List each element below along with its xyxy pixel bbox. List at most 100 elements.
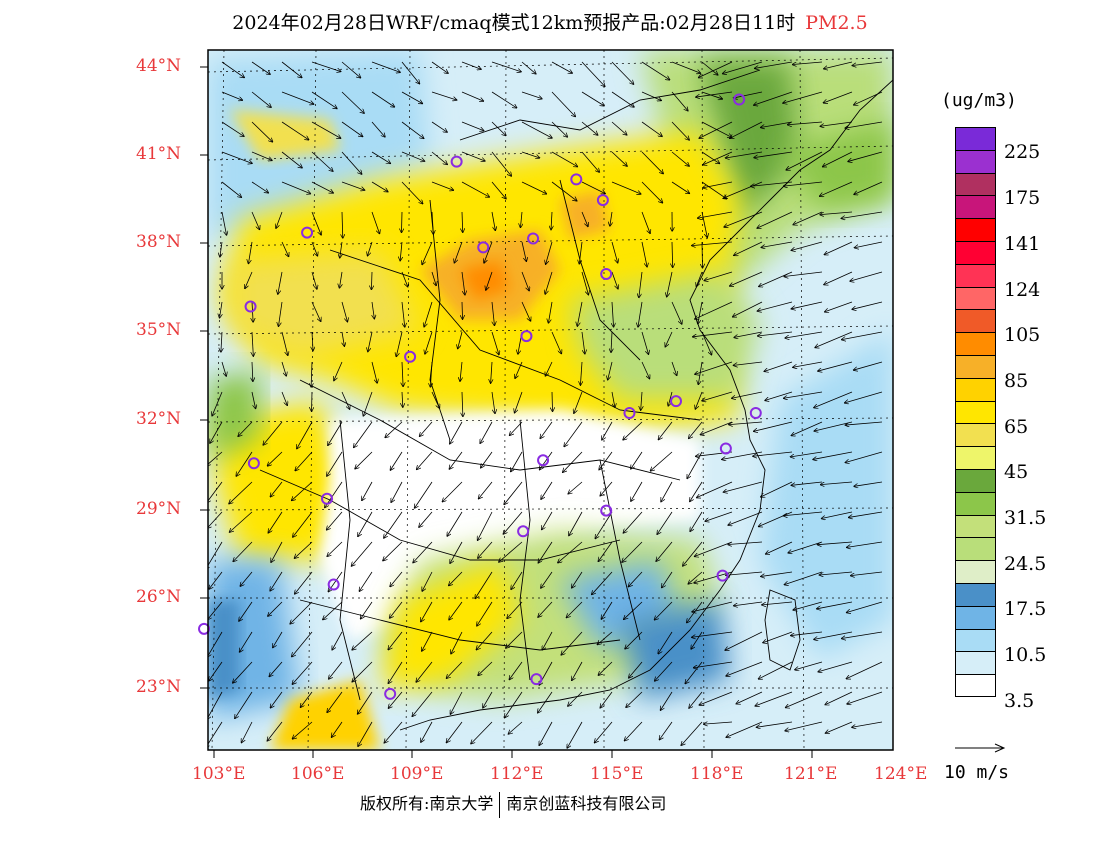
wind-arrow xyxy=(430,361,432,387)
wind-arrow xyxy=(572,571,583,588)
station-marker xyxy=(327,578,340,591)
wind-arrow xyxy=(251,121,272,142)
wind-arrow xyxy=(209,661,223,681)
wind-arrow xyxy=(791,301,823,309)
wind-arrow xyxy=(281,391,287,405)
wind-arrow xyxy=(823,151,853,167)
lon-label-109: 109°E xyxy=(390,764,444,784)
wind-arrow xyxy=(221,331,222,352)
wind-arrow xyxy=(491,61,521,72)
wind-arrow xyxy=(671,181,689,193)
wind-arrow xyxy=(542,511,553,530)
legend-swatch xyxy=(955,423,996,447)
lon-label-118: 118°E xyxy=(690,764,744,784)
wind-arrow xyxy=(548,301,553,323)
wind-arrow xyxy=(854,181,883,194)
wind-arrow xyxy=(384,721,403,743)
legend-label-175: 175 xyxy=(1004,187,1041,209)
wind-arrow xyxy=(724,211,763,227)
legend-swatch xyxy=(955,628,996,652)
wind-arrow xyxy=(290,601,313,624)
wind-arrow xyxy=(415,481,433,508)
wind-arrow xyxy=(611,181,641,194)
wind-arrow xyxy=(281,331,288,355)
wind-arrow xyxy=(301,691,313,707)
wind-arrow xyxy=(692,241,733,246)
wind-arrow xyxy=(817,601,853,609)
wind-arrow xyxy=(311,121,341,138)
wind-arrow xyxy=(402,391,403,407)
station-marker xyxy=(244,300,257,313)
wind-arrow xyxy=(449,571,463,586)
wind-arrow xyxy=(850,271,883,281)
wind-arrow xyxy=(401,61,419,84)
wind-arrow xyxy=(702,241,703,268)
wind-arrow xyxy=(845,391,883,403)
wind-arrow xyxy=(220,301,222,318)
wind-arrow xyxy=(847,541,883,547)
wind-arrow xyxy=(824,61,853,69)
wind-arrow xyxy=(641,211,650,233)
wind-arrow xyxy=(701,151,719,163)
wind-arrow xyxy=(208,451,223,466)
wind-arrow xyxy=(726,571,763,575)
lat-label-44: 44°N xyxy=(136,56,182,76)
legend-swatch xyxy=(955,605,996,629)
wind-arrow xyxy=(391,481,403,502)
legend-label-124: 124 xyxy=(1004,279,1041,301)
legend-unit: (ug/m3) xyxy=(941,90,1017,111)
wind-arrow xyxy=(700,421,733,435)
wind-arrow xyxy=(504,481,523,504)
boundaries xyxy=(259,69,893,731)
wind-arrow xyxy=(486,271,493,290)
wind-arrow xyxy=(821,481,853,485)
wind-arrow xyxy=(545,271,553,294)
wind-arrow xyxy=(292,631,313,657)
wind-arrow xyxy=(400,241,402,261)
wind-arrow xyxy=(818,361,853,371)
lat-label-38: 38°N xyxy=(136,232,182,252)
legend-swatch xyxy=(955,582,996,606)
wind-arrow xyxy=(311,271,317,289)
wind-arrow xyxy=(665,331,673,347)
legend-label-85: 85 xyxy=(1004,370,1029,392)
wind-arrow xyxy=(569,511,583,535)
wind-arrow xyxy=(785,331,823,338)
wind-arrow xyxy=(352,631,373,650)
wind-arrow xyxy=(361,601,373,619)
wind-arrow xyxy=(422,631,433,651)
wind-arrow xyxy=(363,391,373,416)
wind-arrow xyxy=(825,301,853,312)
color-legend xyxy=(955,127,996,697)
legend-swatch xyxy=(955,149,996,173)
wind-arrow xyxy=(823,91,853,103)
wind-arrow xyxy=(728,541,763,545)
wind-arrow xyxy=(239,601,253,621)
wind-arrow xyxy=(622,541,643,562)
wind-arrow xyxy=(342,331,344,346)
wind-arrow xyxy=(245,271,253,288)
wind-arrow xyxy=(546,241,553,264)
wind-arrow xyxy=(671,61,700,73)
wind-arrow xyxy=(696,91,733,97)
wind-arrow xyxy=(461,91,483,101)
wind-arrow xyxy=(221,121,244,136)
wind-arrow xyxy=(641,61,670,80)
map-title: 2024年02月28日WRF/cmaq模式12km预报产品:02月28日11时 P… xyxy=(0,8,1100,35)
wind-arrow xyxy=(572,661,583,680)
wind-arrow xyxy=(786,691,823,708)
wind-arrow xyxy=(852,61,883,66)
wind-arrow xyxy=(311,91,337,108)
wind-arrow xyxy=(599,451,613,470)
wind-arrow xyxy=(461,61,481,69)
station-marker xyxy=(596,194,609,207)
wind-arrow xyxy=(311,301,321,321)
wind-arrow xyxy=(281,151,302,168)
wind-arrow xyxy=(701,61,718,75)
wind-arrow xyxy=(650,451,673,471)
wind-arrow xyxy=(541,571,553,588)
wind-arrow xyxy=(341,391,350,409)
wind-arrow xyxy=(656,541,673,561)
wind-arrow xyxy=(611,151,627,166)
wind-arrow xyxy=(491,301,494,325)
